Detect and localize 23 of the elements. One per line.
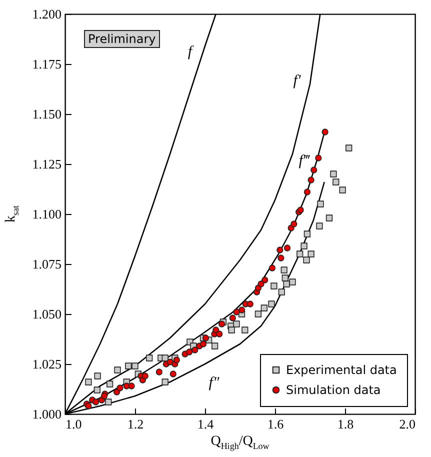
y-tick-label: 1.150	[32, 106, 62, 122]
legend-label: Simulation data	[286, 383, 381, 397]
series-label: f″	[208, 375, 220, 391]
legend-label: Experimental data	[286, 363, 397, 377]
x-tick-label: 1.8	[337, 416, 354, 432]
x-tick-label: 1.2	[127, 416, 144, 432]
x-tick-label: 1.4	[197, 416, 214, 432]
y-tick-label: 1.175	[32, 56, 62, 72]
y-tick-label: 1.200	[32, 6, 62, 22]
series-label: f‴	[298, 153, 311, 169]
y-tick-label: 1.075	[32, 256, 62, 272]
y-tick-label: 1.125	[32, 156, 62, 172]
y-tick-label: 1.050	[32, 306, 62, 322]
annotation: Preliminary	[84, 30, 160, 48]
x-axis-title: Q$_{High}$/Q$_{Low}$	[210, 434, 270, 451]
series-label: f′	[293, 73, 302, 89]
x-tick-label: 1.0	[66, 416, 82, 432]
x-tick-label: 2.0	[399, 416, 416, 432]
y-tick-label: 1.100	[32, 206, 62, 222]
x-tick-label: 1.6	[267, 416, 284, 432]
y-tick-label: 1.025	[32, 356, 62, 372]
series-label: f	[188, 44, 194, 60]
y-tick-label: 1.000	[32, 406, 62, 422]
